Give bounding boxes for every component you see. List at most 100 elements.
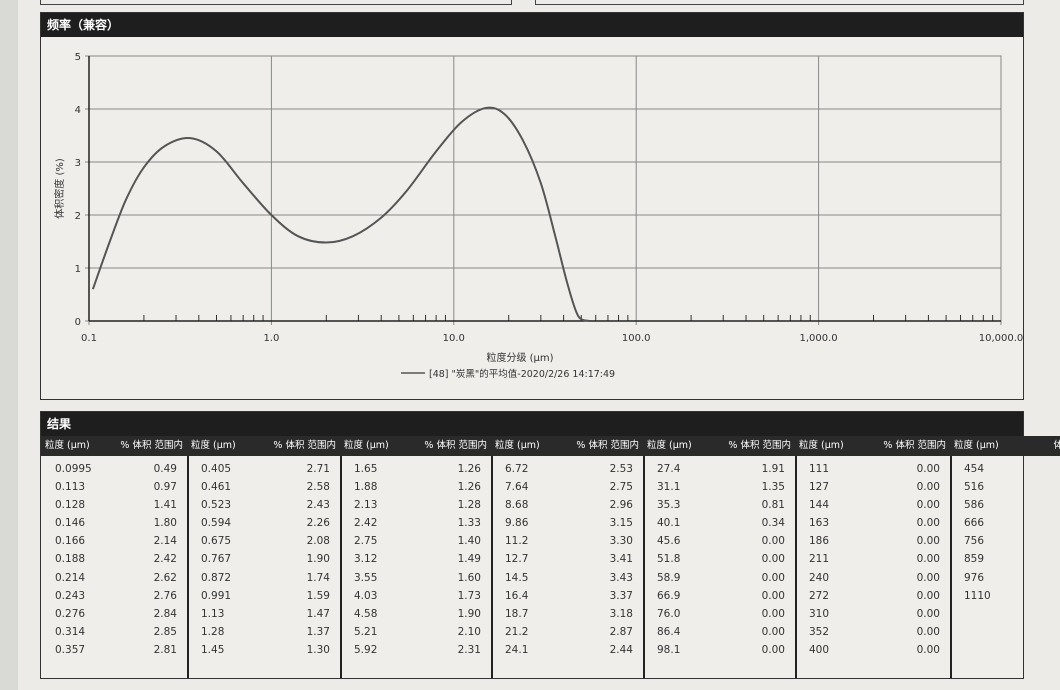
top-box-left [40,0,512,5]
table-row: 310 0.00 [795,605,950,623]
size-cell: 5.92 [354,643,378,656]
volume-cell: 0.00 [916,535,940,548]
volume-cell: 3.18 [609,607,633,620]
x-axis-label: 粒度分级 (μm) [486,351,553,364]
volume-cell: 3.30 [609,535,633,548]
size-cell: 31.1 [657,481,681,494]
size-cell: 2.13 [354,499,378,512]
y-tick-label: 0 [75,317,81,328]
size-cell: 5.21 [354,625,378,638]
size-cell: 1110 [964,589,991,602]
volume-cell: 0.00 [916,625,940,638]
volume-cell: 1.30 [306,643,330,656]
table-row: 16.4 3.37 [491,587,643,605]
volume-cell: 3.37 [609,589,633,602]
table-row: 2.42 1.33 [340,514,491,532]
volume-cell: 0.49 [153,463,177,475]
volume-cell: 2.75 [609,481,633,494]
volume-cell: 0.34 [761,517,785,530]
results-column-group: 粒度 (μm) 体积 范围内 4540.005160.005860.006660.0… [950,436,1060,678]
table-row: 11.2 3.30 [491,532,643,550]
size-cell: 163 [809,517,830,530]
volume-cell: 2.96 [609,499,633,512]
volume-cell: 1.26 [457,463,481,475]
size-cell: 111 [809,463,830,475]
x-tick-label: 10.0 [443,333,465,344]
size-cell: 0.128 [55,499,86,512]
volume-cell: 2.84 [153,607,177,620]
size-cell: 976 [964,571,985,584]
table-row: 0.214 2.62 [41,569,187,587]
top-box-right [535,0,1024,5]
table-row: 0.872 1.74 [187,569,340,587]
size-header: 粒度 (μm) [647,440,692,451]
table-row: 1.13 1.47 [187,605,340,623]
volume-header: % 体积 范围内 [273,440,336,451]
column-header: 粒度 (μm) % 体积 范围内 [643,436,795,456]
volume-cell: 0.00 [761,607,785,620]
volume-cell: 2.26 [306,517,330,530]
y-tick-label: 5 [75,52,81,63]
table-row: 1110 [950,587,1060,605]
size-cell: 0.0995 [55,463,92,475]
size-cell: 35.3 [657,499,681,512]
volume-cell: 1.91 [761,463,785,475]
table-row: 127 0.00 [795,478,950,496]
x-tick-label: 100.0 [622,333,651,344]
size-cell: 12.7 [505,553,529,566]
table-row: 7560.00 [950,532,1060,550]
size-header: 粒度 (μm) [954,440,999,451]
size-cell: 1.13 [201,607,225,620]
volume-header: % 体积 范围内 [120,440,183,451]
volume-cell: 2.14 [153,535,177,548]
volume-cell: 2.10 [457,625,481,638]
results-column-group: 粒度 (μm) % 体积 范围内 0.405 2.71 0.461 2.58 0.523 2.… [187,436,342,678]
y-tick-label: 1 [75,264,81,275]
volume-cell: 2.43 [306,499,330,512]
volume-cell: 1.59 [306,589,330,602]
table-row: 14.5 3.43 [491,569,643,587]
size-cell: 186 [809,535,830,548]
size-cell: 310 [809,607,830,620]
volume-cell: 1.41 [153,499,177,512]
size-cell: 2.42 [354,517,378,530]
size-cell: 45.6 [657,535,681,548]
size-cell: 0.872 [201,571,232,584]
table-row: 0.113 0.97 [41,478,187,496]
volume-cell: 3.15 [609,517,633,530]
table-row: 0.243 2.76 [41,587,187,605]
table-row: 98.1 0.00 [643,641,795,659]
volume-cell: 0.00 [916,589,940,602]
size-cell: 51.8 [657,553,681,566]
volume-cell: 1.90 [457,607,481,620]
volume-cell: 1.73 [457,589,481,602]
column-header: 粒度 (μm) % 体积 范围内 [41,436,187,456]
volume-cell: 0.00 [761,625,785,638]
table-row: 7.64 2.75 [491,478,643,496]
size-header: 粒度 (μm) [344,440,389,451]
size-header: 粒度 (μm) [45,440,90,451]
volume-header: % 体积 范围内 [576,440,639,451]
table-row: 352 0.00 [795,623,950,641]
volume-cell: 0.00 [761,589,785,602]
results-title: 结果 [41,412,1023,436]
size-cell: 1.45 [201,643,225,656]
results-column-group: 粒度 (μm) % 体积 范围内 0.0995 0.49 0.113 0.97 0.128 1… [41,436,189,678]
size-cell: 4.03 [354,589,378,602]
table-row: 3.12 1.49 [340,550,491,568]
results-column-group: 粒度 (μm) % 体积 范围内 27.4 1.91 31.1 1.35 35.3 0.81 4… [643,436,797,678]
size-cell: 86.4 [657,625,681,638]
volume-cell: 0.00 [916,499,940,512]
size-cell: 3.55 [354,571,378,584]
size-cell: 400 [809,643,830,656]
volume-cell: 0.00 [916,553,940,566]
volume-cell: 1.40 [457,535,481,548]
y-tick-label: 2 [75,211,81,222]
table-row: 0.166 2.14 [41,532,187,550]
x-tick-label: 0.1 [81,333,97,344]
size-cell: 0.767 [201,553,232,566]
chart-section: 频率（兼容） 0 1 2 3 4 5 0.1 1.0 10.0 100.0 1,000.0 10,00… [40,12,1024,400]
volume-cell: 1.28 [457,499,481,512]
size-cell: 16.4 [505,589,529,602]
size-cell: 756 [964,535,985,548]
